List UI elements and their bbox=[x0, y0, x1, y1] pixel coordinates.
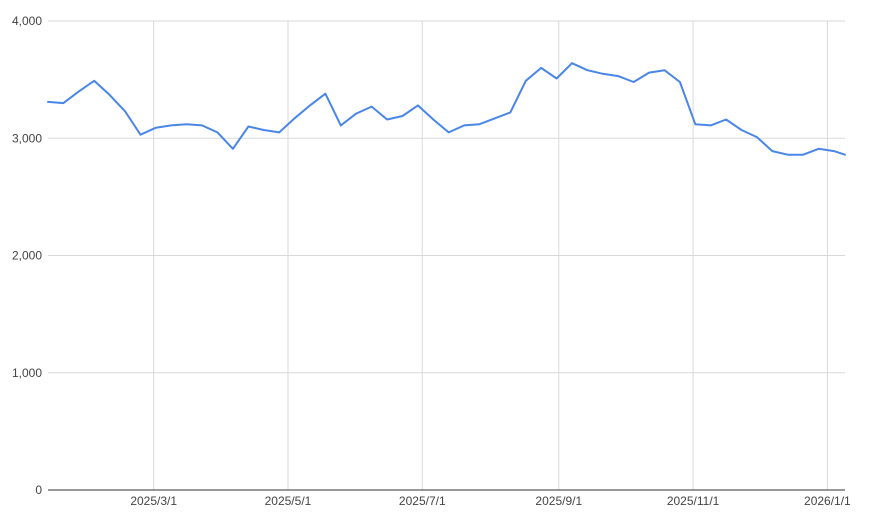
y-tick-label: 2,000 bbox=[12, 249, 42, 263]
grid-layer bbox=[48, 20, 845, 490]
y-tick-label: 0 bbox=[35, 483, 42, 497]
series-layer bbox=[47, 62, 846, 156]
series-line bbox=[47, 62, 846, 156]
y-tick-label: 3,000 bbox=[12, 131, 42, 145]
x-tick-label: 2025/3/1 bbox=[130, 494, 177, 508]
x-tick-label: 2025/11/1 bbox=[667, 494, 720, 508]
y-tick-label: 4,000 bbox=[12, 14, 42, 28]
x-tick-label: 2025/5/1 bbox=[265, 494, 312, 508]
x-tick-label: 2026/1/1 bbox=[804, 494, 851, 508]
label-layer: 0 1,000 2,000 3,000 4,000 2025/3/1 2025/5/1 202… bbox=[12, 14, 851, 508]
y-tick-label: 1,000 bbox=[12, 366, 42, 380]
x-tick-label: 2025/7/1 bbox=[399, 494, 446, 508]
x-tick-label: 2025/9/1 bbox=[535, 494, 582, 508]
